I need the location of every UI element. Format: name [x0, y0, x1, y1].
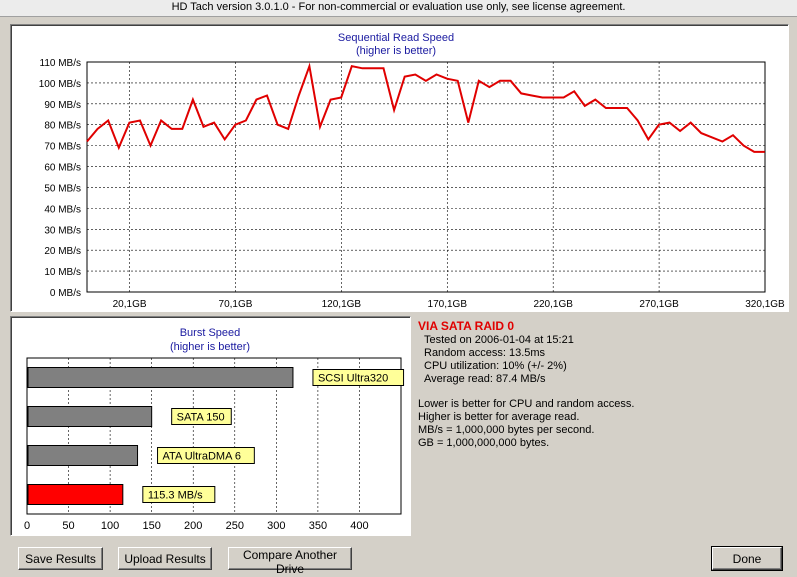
burst-bar — [27, 484, 124, 505]
x-tick-label: 70,1GB — [219, 299, 253, 310]
burst-x-tick-label: 250 — [226, 520, 244, 532]
y-tick-label: 30 MB/s — [44, 225, 81, 236]
burst-title: Burst Speed — [180, 327, 241, 339]
sequential-read-chart: Sequential Read Speed (higher is better)… — [39, 32, 785, 310]
window-title: HD Tach version 3.0.1.0 - For non-commer… — [0, 0, 797, 17]
note-mbs: MB/s = 1,000,000 bytes per second. — [418, 424, 595, 436]
burst-bar-label-box — [157, 447, 255, 464]
y-tick-label: 70 MB/s — [44, 142, 81, 153]
y-tick-label: 0 MB/s — [50, 288, 81, 299]
random-access: Random access: 13.5ms — [424, 347, 546, 359]
burst-x-tick-label: 200 — [184, 520, 202, 532]
chart-subtitle: (higher is better) — [356, 45, 436, 57]
y-tick-label: 60 MB/s — [44, 163, 81, 174]
average-read: Average read: 87.4 MB/s — [424, 373, 546, 385]
read-speed-line — [86, 62, 765, 153]
plot-frame — [86, 61, 766, 293]
y-tick-label: 10 MB/s — [44, 267, 81, 278]
burst-x-tick-label: 300 — [267, 520, 285, 532]
drive-name: VIA SATA RAID 0 — [418, 319, 515, 333]
note-gb: GB = 1,000,000,000 bytes. — [418, 437, 550, 449]
y-tick-label: 40 MB/s — [44, 204, 81, 215]
y-tick-label: 50 MB/s — [44, 183, 81, 194]
sequential-read-panel: Sequential Read Speed (higher is better)… — [10, 24, 789, 312]
y-tick-label: 80 MB/s — [44, 121, 81, 132]
note-cpu: Lower is better for CPU and random acces… — [418, 398, 635, 410]
burst-bar — [27, 406, 153, 427]
y-tick-label: 100 MB/s — [39, 79, 81, 90]
burst-x-tick-label: 100 — [101, 520, 119, 532]
x-tick-label: 170,1GB — [428, 299, 468, 310]
drive-info-panel: VIA SATA RAID 0 Tested on 2006-01-04 at … — [412, 316, 787, 534]
x-tick-label: 320,1GB — [745, 299, 785, 310]
burst-bar-label-box — [171, 408, 232, 425]
tested-on: Tested on 2006-01-04 at 15:21 — [424, 334, 574, 346]
chart-title: Sequential Read Speed — [338, 32, 454, 44]
burst-speed-chart: Burst Speed (higher is better) SCSI Ultr… — [24, 327, 405, 532]
x-tick-label: 270,1GB — [639, 299, 679, 310]
note-average: Higher is better for average read. — [418, 411, 580, 423]
burst-subtitle: (higher is better) — [170, 341, 250, 353]
burst-x-tick-label: 400 — [350, 520, 368, 532]
burst-bar-label: SCSI Ultra320 — [318, 373, 388, 385]
burst-x-tick-label: 350 — [309, 520, 327, 532]
burst-x-tick-label: 150 — [142, 520, 160, 532]
burst-plot-frame — [26, 357, 402, 515]
burst-bar — [27, 367, 294, 388]
burst-x-tick-label: 0 — [24, 520, 30, 532]
x-tick-label: 220,1GB — [533, 299, 573, 310]
burst-bar-label-box — [142, 486, 216, 503]
x-tick-label: 20,1GB — [113, 299, 147, 310]
x-tick-label: 120,1GB — [322, 299, 362, 310]
burst-bar-label: SATA 150 — [177, 412, 225, 424]
cpu-utilization: CPU utilization: 10% (+/- 2%) — [424, 360, 567, 372]
compare-drive-button[interactable]: Compare Another Drive — [228, 547, 352, 576]
y-tick-label: 90 MB/s — [44, 100, 81, 111]
y-tick-label: 20 MB/s — [44, 246, 81, 257]
y-tick-label: 110 MB/s — [40, 58, 82, 69]
burst-bar-label: ATA UltraDMA 6 — [163, 451, 241, 463]
burst-x-tick-label: 50 — [62, 520, 74, 532]
burst-bar-label-box — [312, 369, 405, 386]
burst-bar — [27, 445, 139, 466]
upload-results-button[interactable]: Upload Results — [118, 547, 212, 570]
burst-speed-panel: Burst Speed (higher is better) SCSI Ultr… — [10, 316, 411, 536]
burst-bar-label: 115.3 MB/s — [148, 490, 203, 502]
save-results-button[interactable]: Save Results — [18, 547, 103, 570]
done-button[interactable]: Done — [711, 546, 783, 571]
